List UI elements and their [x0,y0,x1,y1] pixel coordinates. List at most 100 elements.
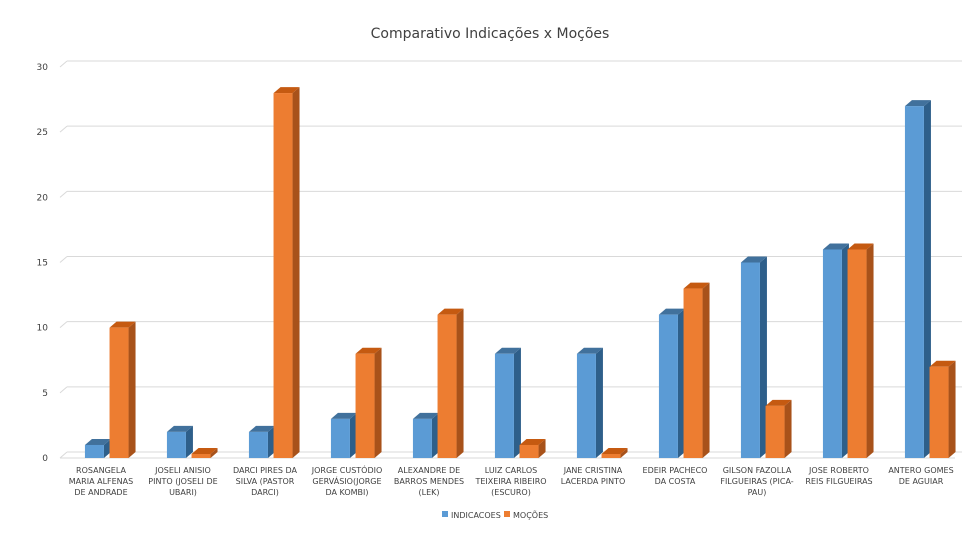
category-label-line: JORGE CUSTÓDIO [311,464,383,475]
bar-front [904,106,924,458]
bar-mocoes [847,243,874,458]
category-label-line: LUIZ CARLOS [485,466,537,475]
category-label-line: FILGUEIRAS (PICA- [720,477,793,486]
bar-indicacoes [330,412,357,458]
category-label-line: ROSANGELA [76,466,126,475]
category-label: DARCI PIRES DA SILVA (PASTOR DARCI) [233,466,298,497]
category-label-line: UBARI) [169,488,197,497]
category-label-line: DA COSTA [655,477,696,486]
category-label: ALEXANDRE DE BARROS MENDES (LEK) [394,466,464,497]
bar-indicacoes [576,347,603,458]
category-label: JOSE ROBERTO REIS FILGUEIRAS [805,466,872,486]
bar-side [292,87,300,459]
y-tick-label: 10 [37,324,49,334]
bar-side [948,360,956,458]
bar-side [702,282,710,458]
bar-side [456,308,464,458]
gridline-diag [59,386,68,394]
y-tick-label: 15 [37,259,48,269]
bar-top [683,282,710,289]
legend-label: MOÇÕES [513,509,548,520]
bar-side [784,399,792,458]
y-tick-label: 25 [37,128,48,138]
category-label-line: PINTO (JOSELI DE [148,477,217,486]
category-label-line: (ESCURO) [491,488,531,497]
bar-top [437,308,464,315]
bar-indicacoes [166,425,193,458]
bar-front [847,249,867,458]
bar-side [431,412,439,458]
category-label-line: EDEIR PACHECO [643,466,708,475]
bar-top [166,425,193,432]
category-label-line: TEIXEIRA RIBEIRO [474,477,546,486]
bar-top [494,347,521,354]
category-label-line: JANE CRISTINA [563,466,623,475]
bar-side [185,425,193,458]
bar-indicacoes [822,243,849,458]
bar-mocoes [929,360,956,458]
bar-top [109,321,136,328]
bar-side [210,448,218,458]
gridline-diag [59,190,68,198]
bar-mocoes [519,438,546,458]
bar-top [601,448,628,454]
bar-top [740,256,767,263]
category-label-line: GERVÁSIO(JORGE [312,475,381,486]
category-label: JORGE CUSTÓDIO GERVÁSIO(JORGE DA KOMBI) [311,464,383,497]
bar-side [103,438,111,458]
bar-top [412,412,439,419]
bar-side [759,256,767,458]
bar-top [355,347,382,354]
y-tick-label: 5 [42,389,48,399]
bar-top [519,438,546,445]
bar-indicacoes [84,438,111,458]
bar-front [929,366,949,458]
bar-indicacoes [494,347,521,458]
bar-indicacoes [658,308,685,458]
bar-front [412,418,432,458]
category-label-line: DARCI) [251,488,279,497]
bar-top [84,438,111,445]
legend-swatch [504,511,510,517]
category-label-line: JOSE ROBERTO [808,466,869,475]
gridline-diag [59,321,68,329]
category-label-line: DE ANDRADE [74,488,127,497]
bar-front [355,353,375,458]
bar-front [248,431,268,458]
bar-top [273,87,300,94]
bar-front [576,353,596,458]
category-label: JANE CRISTINA LACERDA PINTO [561,466,626,486]
gridline-diag [59,125,68,133]
legend: INDICACOES MOÇÕES [442,509,548,520]
y-tick-label: 30 [37,63,49,73]
gridline-diag [59,451,68,459]
category-label: LUIZ CARLOS TEIXEIRA RIBEIRO (ESCURO) [474,466,546,497]
bar-front [109,327,129,458]
bar-top [658,308,685,315]
legend-swatch [442,511,448,517]
bar-front [191,454,211,458]
category-label-line: MARIA ALFENAS [69,477,133,486]
bar-side [677,308,685,458]
category-label-line: REIS FILGUEIRAS [805,477,872,486]
category-label-line: JOSELI ANISIO [154,466,211,475]
bar-side [923,100,931,458]
bars [84,87,956,459]
bar-top [576,347,603,354]
gridline-diag [59,256,68,263]
bar-top [822,243,849,250]
bar-top [330,412,357,419]
category-label: GILSON FAZOLLA FILGUEIRAS (PICA- PAU) [720,466,793,497]
bar-indicacoes [904,100,931,458]
bar-top [191,448,218,454]
category-label-line: DARCI PIRES DA [233,466,298,475]
bar-side [128,321,136,458]
category-label-line: BARROS MENDES [394,477,464,486]
bar-mocoes [109,321,136,458]
bar-front [765,405,785,458]
bar-mocoes [601,448,628,458]
category-label: EDEIR PACHECO DA COSTA [643,466,708,486]
y-tick-label: 20 [37,193,49,203]
bar-front [601,454,621,458]
